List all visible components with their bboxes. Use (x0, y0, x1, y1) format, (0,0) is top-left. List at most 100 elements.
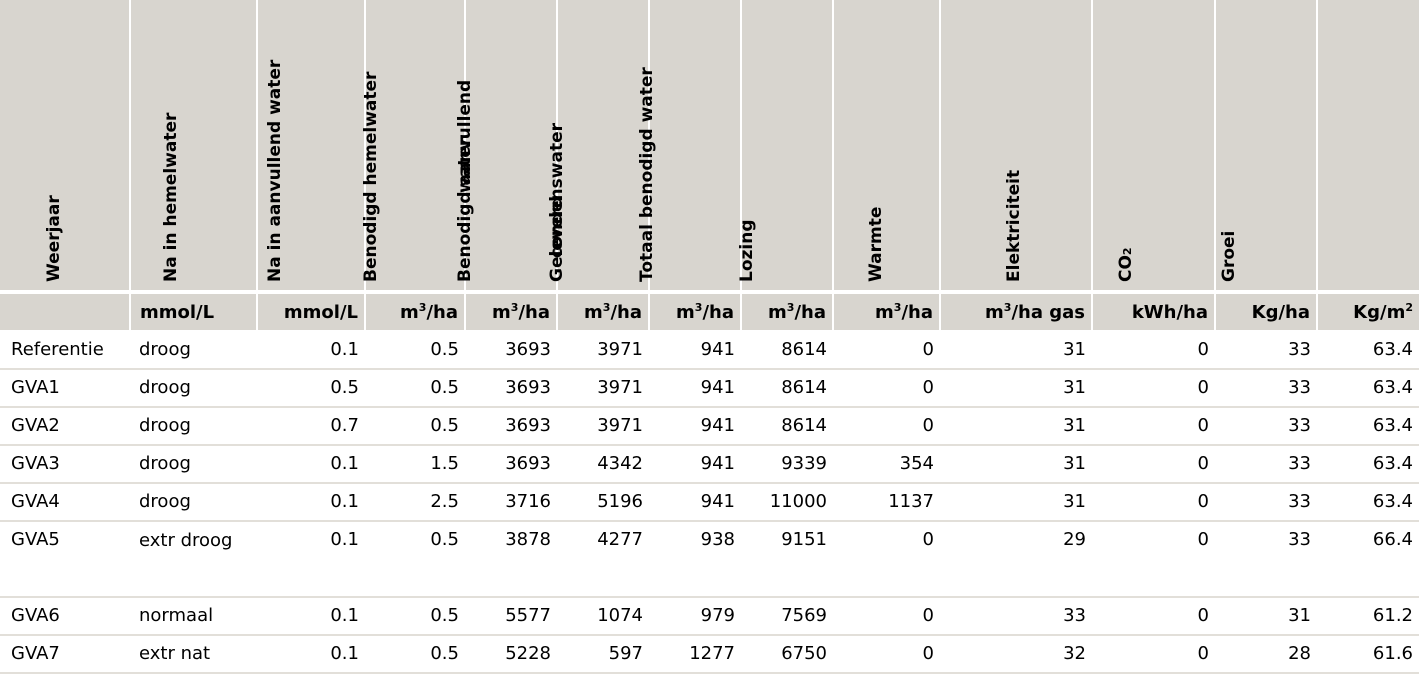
value-cell: 3693 (465, 369, 557, 407)
value-cell: 31 (940, 445, 1092, 483)
value-cell: 32 (940, 635, 1092, 673)
unit-base: m (985, 302, 1004, 323)
value-cell: 7569 (741, 597, 833, 635)
value-cell: 28 (1215, 635, 1317, 673)
value-cell: 8614 (741, 369, 833, 407)
value-cell: 0.1 (257, 445, 365, 483)
value-cell: 63.4 (1317, 407, 1419, 445)
value-cell: 3971 (557, 369, 649, 407)
value-cell: 61.2 (1317, 597, 1419, 635)
value-cell: 0 (833, 407, 940, 445)
value-cell: 33 (1215, 521, 1317, 597)
value-cell: 3693 (465, 331, 557, 369)
value-cell: 1.5 (365, 445, 465, 483)
column-header-weerjaar: Weerjaar (130, 0, 257, 292)
value-cell: 31 (940, 331, 1092, 369)
unit-suffix: /ha (518, 302, 550, 323)
value-cell: 0.5 (365, 331, 465, 369)
unit-base: m (875, 302, 894, 323)
value-cell: 31 (940, 407, 1092, 445)
weerjaar-cell: droog (130, 331, 257, 369)
value-cell: 3693 (465, 407, 557, 445)
column-header-elektriciteit: Elektriciteit (1092, 0, 1215, 292)
value-cell: 941 (649, 445, 741, 483)
value-cell: 0.1 (257, 635, 365, 673)
column-header-groei: Groei (1317, 0, 1419, 292)
weerjaar-cell: droog (130, 483, 257, 521)
value-cell: 33 (1215, 483, 1317, 521)
unit-cell: m3/ha (365, 292, 465, 331)
weerjaar-cell: normaal (130, 597, 257, 635)
value-cell: 597 (557, 635, 649, 673)
column-header-line: condenswater (545, 234, 569, 258)
column-header-label: Groei (1219, 250, 1419, 282)
unit-base: m (584, 302, 603, 323)
unit-suffix: /ha (702, 302, 734, 323)
unit-cell (0, 292, 130, 331)
column-header-lozing: Lozing (833, 0, 940, 292)
value-cell: 31 (940, 483, 1092, 521)
unit-base: m (492, 302, 511, 323)
value-cell: 0.5 (365, 635, 465, 673)
value-cell: 0.5 (365, 369, 465, 407)
unit-suffix: /ha (901, 302, 933, 323)
column-header-line: Geleverd (545, 258, 569, 282)
weerjaar-cell: extr droog (130, 521, 257, 597)
value-cell: 0 (1092, 483, 1215, 521)
value-cell: 3971 (557, 407, 649, 445)
unit-cell: Kg/m2 (1317, 292, 1419, 331)
value-cell: 979 (649, 597, 741, 635)
value-cell: 9151 (741, 521, 833, 597)
unit-cell: m3/ha (649, 292, 741, 331)
value-cell: 938 (649, 521, 741, 597)
value-cell: 8614 (741, 407, 833, 445)
row-label-cell: GVA7 (0, 635, 130, 673)
unit-cell: m3/ha (833, 292, 940, 331)
value-cell: 0.5 (257, 369, 365, 407)
value-cell: 941 (649, 483, 741, 521)
row-label-cell: GVA3 (0, 445, 130, 483)
unit-base: m (676, 302, 695, 323)
unit-cell: kWh/ha (1092, 292, 1215, 331)
value-cell: 63.4 (1317, 483, 1419, 521)
value-cell: 2.5 (365, 483, 465, 521)
value-cell: 5228 (465, 635, 557, 673)
value-cell: 61.6 (1317, 635, 1419, 673)
value-cell: 0 (1092, 407, 1215, 445)
value-cell: 0 (833, 369, 940, 407)
value-cell: 1277 (649, 635, 741, 673)
value-cell: 0.1 (257, 483, 365, 521)
unit-cell: mmol/L (257, 292, 365, 331)
value-cell: 6750 (741, 635, 833, 673)
value-cell: 941 (649, 369, 741, 407)
unit-base: mmol/L (140, 302, 214, 323)
weerjaar-cell: extr nat (130, 635, 257, 673)
value-cell: 0 (1092, 521, 1215, 597)
value-cell: 8614 (741, 331, 833, 369)
value-cell: 0.5 (365, 597, 465, 635)
value-cell: 31 (940, 369, 1092, 407)
value-cell: 63.4 (1317, 369, 1419, 407)
value-cell: 3971 (557, 331, 649, 369)
weerjaar-cell: droog (130, 407, 257, 445)
value-cell: 3693 (465, 445, 557, 483)
row-label-cell: GVA2 (0, 407, 130, 445)
unit-suffix: /ha (794, 302, 826, 323)
value-cell: 33 (1215, 445, 1317, 483)
value-cell: 0 (833, 521, 940, 597)
row-label-cell: Referentie (0, 331, 130, 369)
value-cell: 0 (1092, 369, 1215, 407)
value-cell: 941 (649, 331, 741, 369)
row-label-cell: GVA6 (0, 597, 130, 635)
column-header-row: Weerjaar Na in hemelwater Na in aanvulle… (0, 0, 1419, 292)
value-cell: 9339 (741, 445, 833, 483)
value-cell: 1137 (833, 483, 940, 521)
value-cell: 0 (833, 331, 940, 369)
